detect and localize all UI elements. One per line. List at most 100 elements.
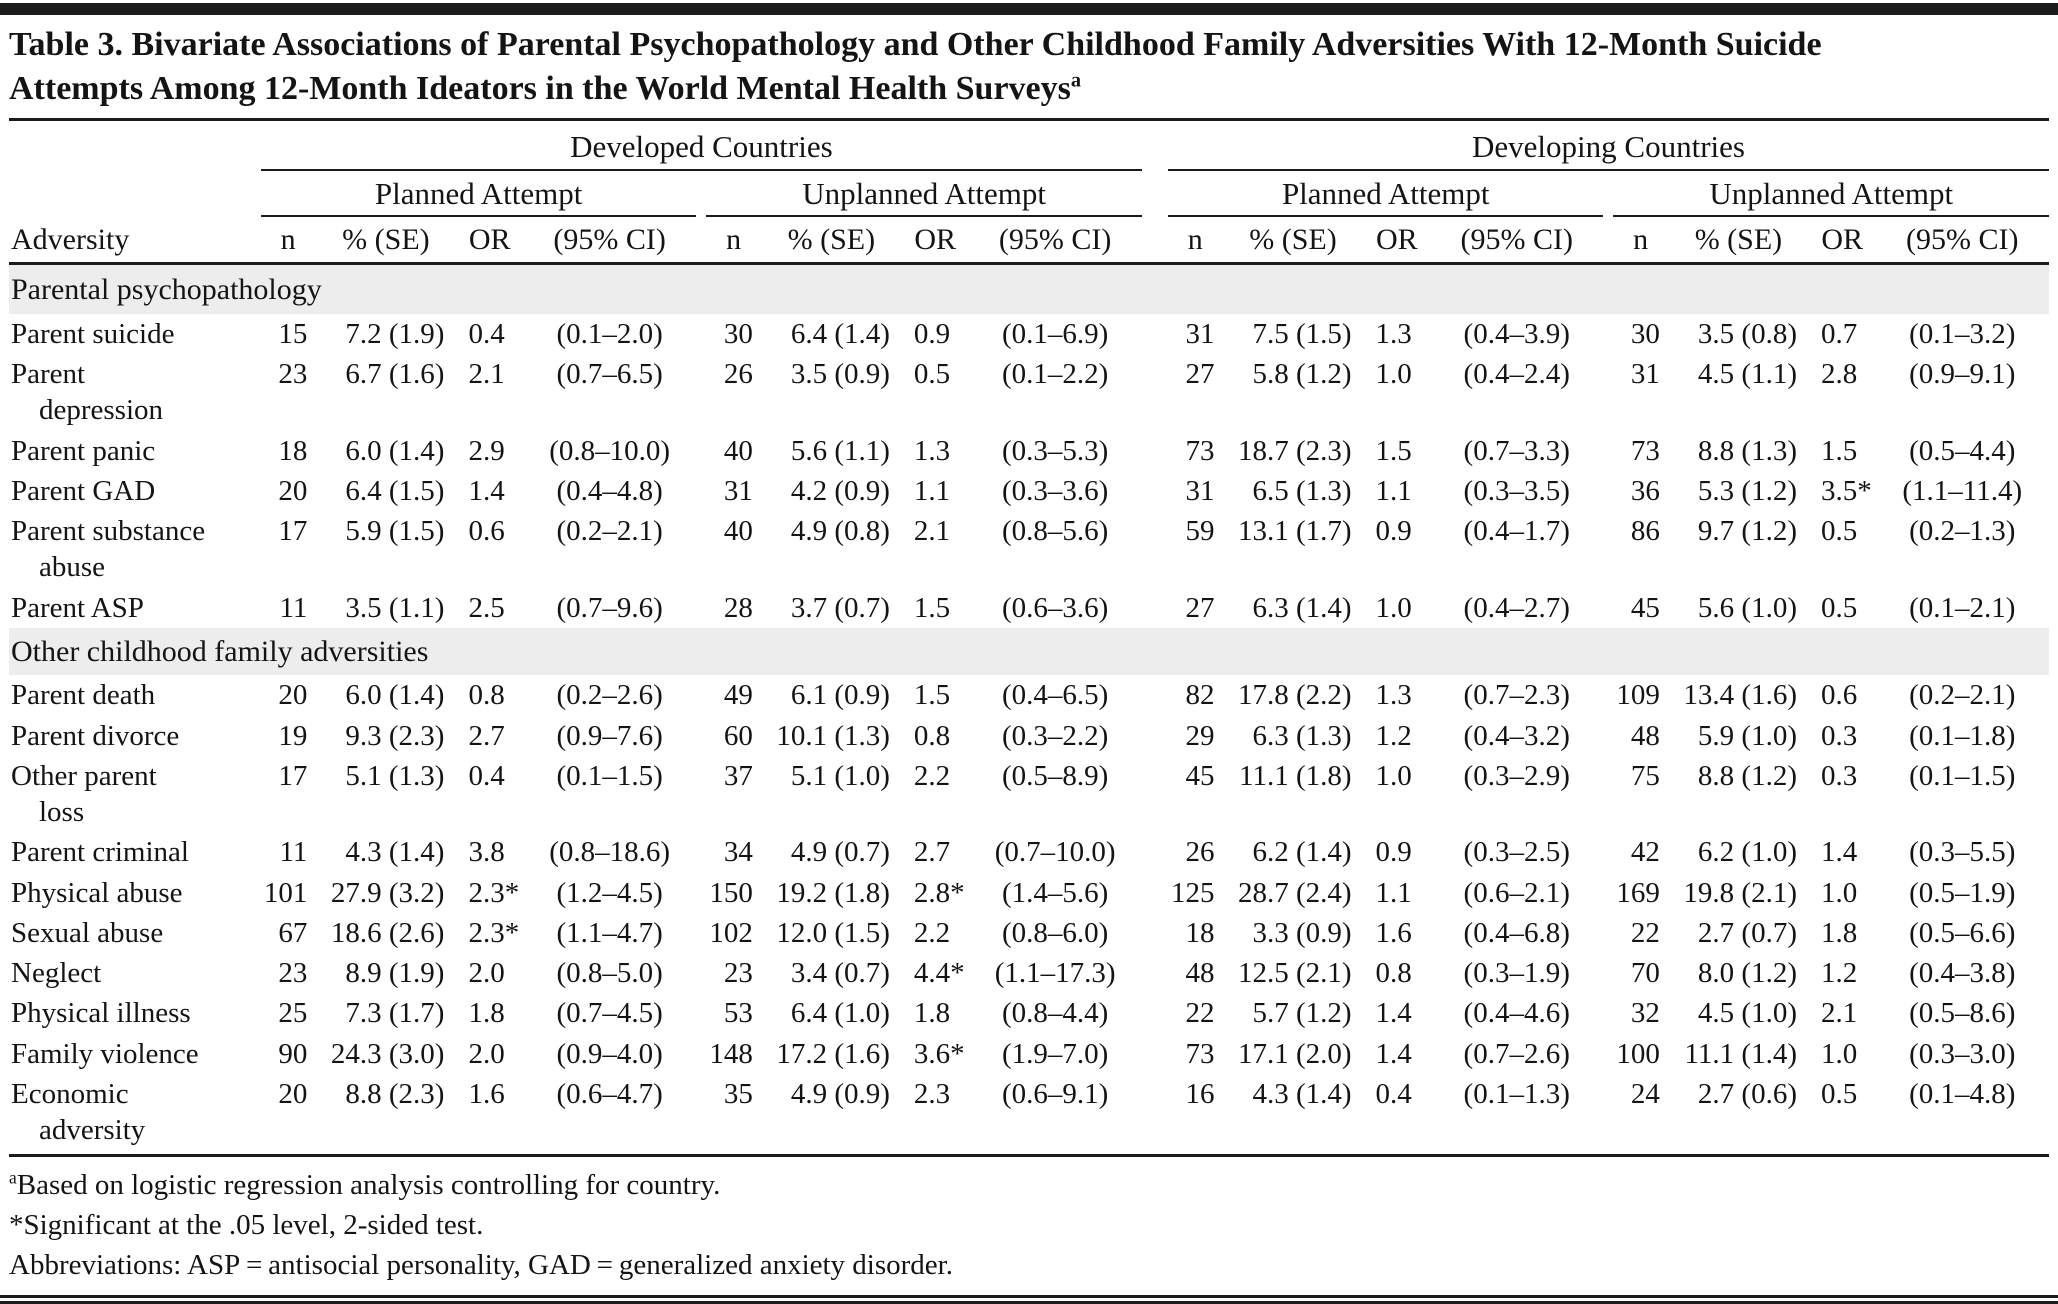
cell-ci: (0.9–7.6) [556, 719, 663, 752]
column-spacer [1142, 1034, 1168, 1074]
cell-ci: (1.1–17.3) [994, 957, 1116, 990]
table-title: Table 3. Bivariate Associations of Paren… [9, 15, 2049, 122]
cell-ci: (0.5–4.4) [1909, 434, 2016, 467]
cell-or: 1.4 [1375, 997, 1412, 1030]
column-spacer [1142, 993, 1168, 1033]
cell-ci: (0.7–9.6) [556, 591, 663, 624]
cell-or: 0.6 [1820, 679, 1858, 712]
cell-pct-se: 4.9 (0.8) [790, 515, 890, 548]
cell-ci: (1.1–11.4) [1902, 474, 2023, 507]
cell-or: 0.5 [913, 358, 951, 391]
cell-pct-se: 2.7 (0.6) [1697, 1077, 1797, 1110]
attempt-type-header-row: Planned Attempt Unplanned Attempt Planne… [9, 170, 2049, 218]
cell-or: 1.2 [1820, 957, 1858, 990]
cell-or: 1.5 [913, 591, 951, 624]
cell-n: 53 [723, 997, 753, 1030]
cell-n: 11 [279, 836, 308, 869]
cell-n: 148 [709, 1037, 753, 1070]
cell-n: 22 [1185, 997, 1215, 1030]
cell-n: 17 [278, 515, 308, 548]
cell-pct-se: 7.5 (1.5) [1252, 317, 1352, 350]
cell-n: 67 [278, 916, 308, 949]
cell-ci: (0.7–2.6) [1463, 1037, 1570, 1070]
adversity-label: Parent death [11, 679, 156, 712]
or-column-header: OR [1808, 216, 1876, 266]
cell-or: 0.8 [1375, 957, 1412, 990]
cell-or: 0.9 [1375, 515, 1412, 548]
cell-or: 1.4 [468, 474, 505, 507]
cell-pct-se: 5.6 (1.0) [1697, 591, 1797, 624]
n-column-header: n [1613, 216, 1668, 266]
table-row: Other parent loss 17 5.1 (1.3) 0.4 (0.1–1.5) 3… [9, 756, 2049, 833]
cell-or: 2.5 [468, 591, 505, 624]
cell-or: 1.0 [1820, 1037, 1858, 1070]
cell-pct-se: 6.2 (1.4) [1252, 836, 1352, 869]
column-spacer [696, 431, 706, 471]
column-spacer [1603, 716, 1613, 756]
cell-ci: (0.3–5.3) [1001, 434, 1109, 467]
column-spacer [696, 716, 706, 756]
cell-ci: (0.3–3.5) [1463, 474, 1570, 507]
cell-pct-se: 10.1 (1.3) [776, 719, 890, 752]
column-spacer [1603, 431, 1613, 471]
cell-ci: (0.3–3.6) [1001, 474, 1109, 507]
column-spacer [1603, 675, 1613, 715]
unplanned-attempt-header: Unplanned Attempt [706, 170, 1142, 218]
adversity-label-wrap: depression [39, 394, 164, 427]
cell-pct-se: 6.4 (1.5) [345, 474, 445, 507]
adversity-label: Other parent loss [9, 756, 261, 833]
cell-pct-se: 4.3 (1.4) [1252, 1077, 1352, 1110]
cell-n: 45 [1185, 759, 1215, 792]
or-column-header: OR [456, 216, 523, 266]
table-row: Parent divorce 19 9.3 (2.3) 2.7 (0.9–7.6) 60 1… [9, 716, 2049, 756]
cell-pct-se: 18.6 (2.6) [330, 916, 445, 949]
cell-n: 34 [723, 836, 753, 869]
table-row: Parent death 20 6.0 (1.4) 0.8 (0.2–2.6) 49 6.1… [9, 675, 2049, 715]
cell-pct-se: 13.1 (1.7) [1237, 515, 1352, 548]
cell-pct-se: 19.8 (2.1) [1683, 876, 1797, 909]
n-column-header: n [706, 216, 761, 266]
cell-pct-se: 12.5 (2.1) [1237, 957, 1352, 990]
cell-n: 82 [1185, 679, 1215, 712]
adversity-label: Sexual abuse [11, 916, 164, 949]
cell-pct-se: 3.4 (0.7) [790, 957, 890, 990]
cell-n: 25 [278, 997, 308, 1030]
cell-n: 125 [1170, 876, 1215, 909]
cell-or: 1.1 [1375, 474, 1412, 507]
n-column-header: n [1168, 216, 1223, 266]
column-spacer [1603, 953, 1613, 993]
cell-ci: (0.4–2.4) [1463, 358, 1570, 391]
cell-or: 2.2 [913, 916, 951, 949]
cell-n: 73 [1185, 434, 1215, 467]
cell-pct-se: 3.7 (0.7) [790, 591, 890, 624]
developed-countries-header: Developed Countries [260, 123, 1142, 172]
column-spacer [696, 1074, 706, 1151]
table-row: Parent substance abuse 17 5.9 (1.5) 0.6 (0.2–… [9, 511, 2049, 588]
cell-ci: (0.4–4.6) [1463, 997, 1570, 1030]
cell-n: 16 [1185, 1077, 1215, 1110]
column-spacer [696, 170, 706, 216]
column-spacer [1603, 1074, 1613, 1151]
column-spacer [696, 471, 706, 511]
cell-ci: (0.9–9.1) [1909, 358, 2016, 391]
cell-ci: (0.7–10.0) [994, 836, 1116, 869]
cell-ci: (0.5–1.9) [1909, 876, 2016, 909]
cell-pct-se: 5.3 (1.2) [1697, 474, 1797, 507]
cell-or: 2.2 [913, 759, 951, 792]
cell-ci: (0.4–3.8) [1909, 957, 2016, 990]
footnote-a-marker: a [9, 1167, 17, 1188]
cell-or: 1.4 [1375, 1037, 1412, 1070]
column-spacer [1142, 511, 1168, 588]
cell-or: 3.8 [468, 836, 505, 869]
cell-pct-se: 5.7 (1.2) [1252, 997, 1352, 1030]
cell-pct-se: 6.5 (1.3) [1252, 474, 1352, 507]
section-header-row: Other childhood family adversities [9, 627, 2049, 676]
cell-n: 20 [278, 1077, 308, 1110]
cell-n: 17 [278, 759, 308, 792]
cell-ci: (1.1–4.7) [556, 916, 663, 949]
cell-pct-se: 7.2 (1.9) [345, 317, 445, 350]
pct-se-column-header: % (SE) [760, 216, 902, 266]
cell-or: 1.0 [1820, 876, 1858, 909]
cell-pct-se: 6.4 (1.4) [790, 317, 890, 350]
cell-ci: (0.4–2.7) [1463, 591, 1570, 624]
